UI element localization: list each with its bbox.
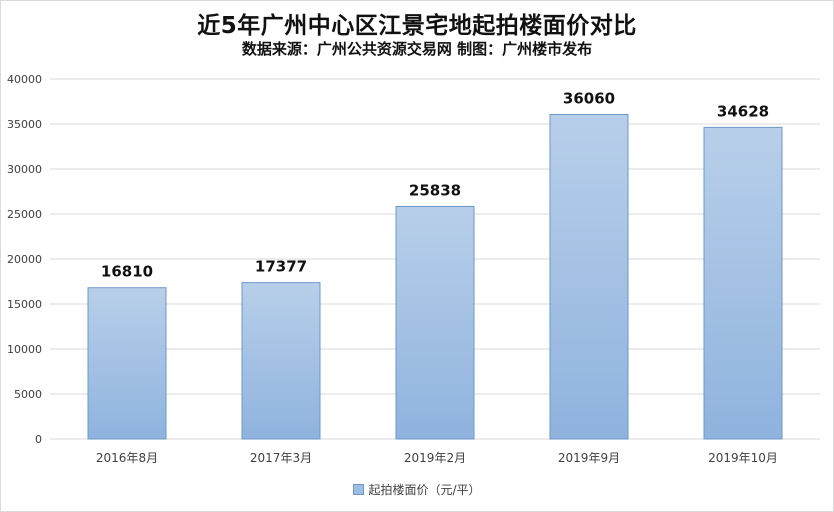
bar — [703, 126, 783, 440]
legend-swatch — [353, 484, 365, 495]
x-tick-label: 2019年2月 — [404, 451, 466, 465]
y-axis-ticks: 0 5000 10000 15000 20000 25000 30000 35000 40000 — [7, 73, 42, 446]
data-label: 36060 — [563, 89, 615, 107]
data-label: 25838 — [409, 181, 461, 199]
x-tick-label: 2019年9月 — [558, 451, 620, 465]
y-tick-label: 35000 — [7, 118, 42, 131]
chart-title: 近5年广州中心区江景宅地起拍楼面价对比 — [197, 13, 637, 39]
bar — [87, 287, 167, 440]
y-tick-label: 15000 — [7, 298, 42, 311]
x-axis-ticks: 2016年8月 2017年3月 2019年2月 2019年9月 2019年10月 — [96, 451, 778, 465]
y-tick-label: 10000 — [7, 343, 42, 356]
x-tick-label: 2017年3月 — [250, 451, 312, 465]
data-label: 17377 — [255, 258, 307, 276]
y-tick-label: 25000 — [7, 208, 42, 221]
y-tick-label: 30000 — [7, 163, 42, 176]
y-tick-label: 40000 — [7, 73, 42, 86]
y-tick-label: 20000 — [7, 253, 42, 266]
chart-subtitle: 数据来源：广州公共资源交易网 制图：广州楼市发布 — [241, 40, 593, 58]
x-tick-label: 2019年10月 — [708, 451, 778, 465]
data-labels: 16810 17377 25838 36060 34628 — [101, 89, 769, 280]
bars — [87, 113, 783, 440]
y-tick-label: 0 — [35, 433, 42, 446]
bar — [395, 205, 475, 440]
bar — [241, 282, 321, 440]
data-label: 34628 — [717, 102, 769, 120]
legend-label: 起拍楼面价（元/平） — [368, 483, 481, 497]
data-label: 16810 — [101, 263, 153, 281]
legend: 起拍楼面价（元/平） — [0, 481, 834, 498]
bar — [549, 113, 629, 440]
y-tick-label: 5000 — [14, 388, 42, 401]
x-tick-label: 2016年8月 — [96, 451, 158, 465]
